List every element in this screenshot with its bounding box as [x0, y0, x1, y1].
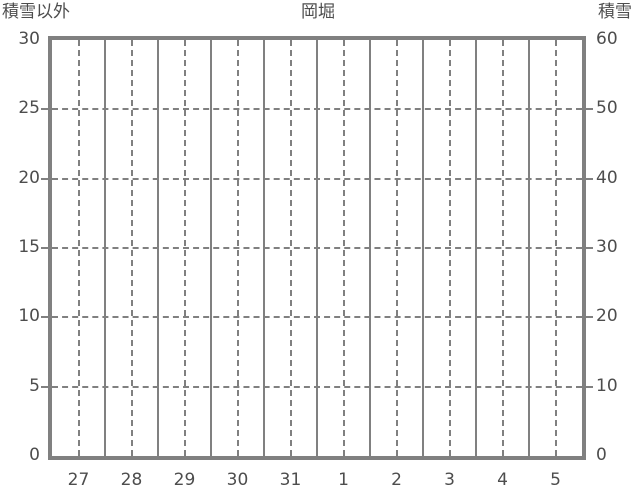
right-axis-tickmark	[586, 316, 593, 319]
left-axis-tick-label: 30	[18, 29, 40, 49]
right-axis-tick-label: 50	[596, 98, 618, 119]
chart-title: 岡堀	[301, 2, 335, 22]
left-axis-tick-label: 0	[29, 445, 40, 465]
gridline-horizontal	[52, 385, 582, 388]
left-axis-tickmark	[41, 108, 48, 111]
right-axis-tick-label: 0	[596, 445, 607, 465]
right-axis-tickmark	[586, 177, 593, 180]
x-axis-tick-label: 27	[67, 470, 90, 490]
gridline-horizontal	[52, 108, 582, 111]
x-axis-tick-label: 31	[279, 470, 302, 490]
gridline-horizontal	[52, 316, 582, 319]
gridline-horizontal	[52, 247, 582, 249]
gridline-horizontal	[52, 177, 582, 180]
gridlines-layer	[52, 40, 582, 456]
x-axis-tick-label: 28	[120, 470, 143, 490]
x-axis-tick-label: 1	[338, 470, 349, 490]
right-axis-title: 積雪	[598, 2, 632, 22]
left-axis-tickmark	[41, 177, 48, 180]
right-axis-tick-label: 40	[596, 167, 618, 188]
right-axis-tickmark	[586, 385, 593, 388]
left-axis-tick-label: 20	[18, 167, 40, 188]
right-axis-tickmark	[586, 108, 593, 111]
left-axis-tickmark	[41, 316, 48, 319]
plot-area	[48, 36, 586, 460]
x-axis-tick-label: 29	[173, 470, 196, 490]
right-axis-tick-label: 10	[596, 375, 618, 396]
right-axis-tick-label: 60	[596, 29, 618, 49]
left-axis-tick-label: 15	[18, 237, 40, 257]
left-axis-tickmark	[41, 385, 48, 388]
x-axis-tick-label: 4	[497, 470, 508, 490]
x-axis-tick-label: 30	[226, 470, 249, 490]
left-axis-tick-label: 5	[29, 375, 40, 396]
x-axis-tick-label: 3	[444, 470, 455, 490]
left-axis-tick-label: 25	[18, 98, 40, 119]
x-axis-tick-label: 5	[550, 470, 561, 490]
left-axis-tickmark	[41, 247, 48, 249]
right-axis-tick-label: 30	[596, 237, 618, 257]
left-axis-tick-label: 10	[18, 306, 40, 327]
left-axis-title: 積雪以外	[2, 2, 70, 22]
right-axis-tickmark	[586, 247, 593, 249]
x-axis-tick-label: 2	[391, 470, 402, 490]
right-axis-tick-label: 20	[596, 306, 618, 327]
